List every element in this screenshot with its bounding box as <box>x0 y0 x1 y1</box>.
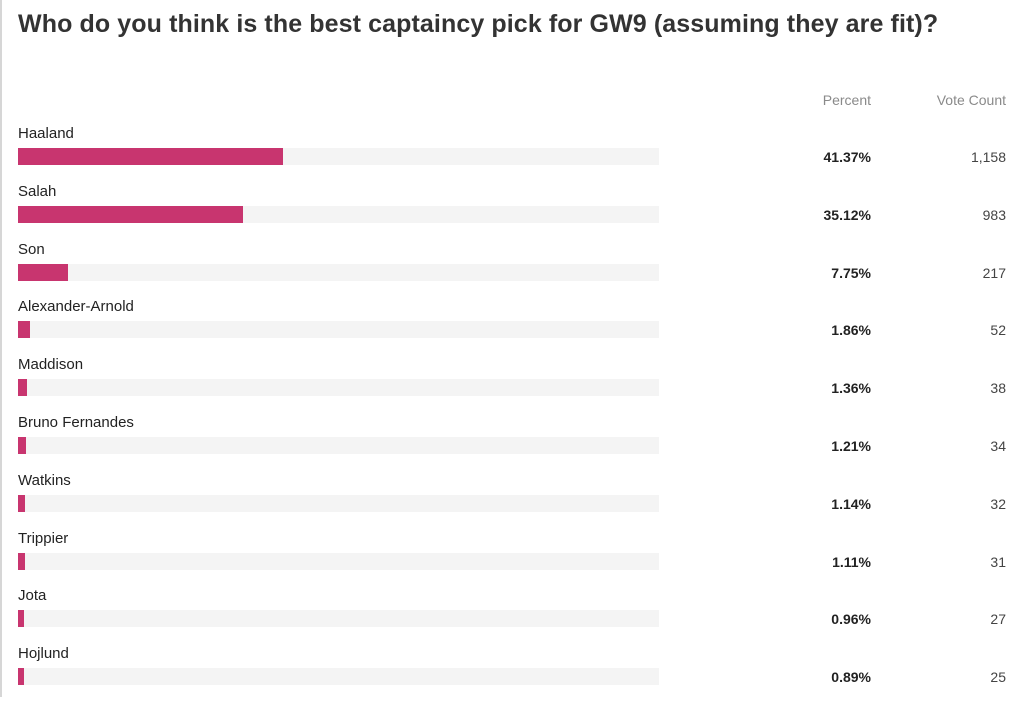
option-label: Maddison <box>18 356 84 373</box>
option-label: Bruno Fernandes <box>18 414 134 431</box>
vote-count-value: 983 <box>982 207 1006 223</box>
percent-value: 7.75% <box>831 265 871 281</box>
poll-option-row: Alexander-Arnold 1.86% 52 <box>0 298 1024 356</box>
option-label: Watkins <box>18 472 71 489</box>
vote-count-value: 1,158 <box>970 149 1006 165</box>
vote-count-value: 38 <box>990 380 1006 396</box>
vote-count-column-header: Vote Count <box>936 92 1006 108</box>
option-label: Son <box>18 241 45 258</box>
bar-track <box>18 553 659 570</box>
bar-track <box>18 379 659 396</box>
bar <box>18 321 30 338</box>
option-label: Haaland <box>18 125 74 142</box>
vote-count-value: 27 <box>990 611 1006 627</box>
vote-count-value: 31 <box>990 554 1006 570</box>
bar-track <box>18 264 659 281</box>
bar <box>18 495 25 512</box>
vote-count-value: 34 <box>990 438 1006 454</box>
bar-track <box>18 668 659 685</box>
percent-value: 1.86% <box>831 322 871 338</box>
bar-track <box>18 148 659 165</box>
bar-track <box>18 495 659 512</box>
poll-option-row: Son 7.75% 217 <box>0 241 1024 299</box>
bar <box>18 553 25 570</box>
percent-value: 1.36% <box>831 380 871 396</box>
percent-value: 1.21% <box>831 438 871 454</box>
vote-count-value: 52 <box>990 322 1006 338</box>
poll-option-row: Watkins 1.14% 32 <box>0 472 1024 530</box>
poll-option-row: Maddison 1.36% 38 <box>0 356 1024 414</box>
percent-value: 41.37% <box>823 149 871 165</box>
bar <box>18 379 27 396</box>
bar <box>18 206 243 223</box>
bar-track <box>18 610 659 627</box>
bar <box>18 610 24 627</box>
percent-value: 0.89% <box>831 669 871 685</box>
poll-option-row: Hojlund 0.89% 25 <box>0 645 1024 703</box>
percent-column-header: Percent <box>822 92 871 108</box>
bar-track <box>18 437 659 454</box>
vote-count-value: 25 <box>990 669 1006 685</box>
bar <box>18 437 26 454</box>
vote-count-value: 32 <box>990 496 1006 512</box>
bar <box>18 264 68 281</box>
option-label: Alexander-Arnold <box>18 298 134 315</box>
percent-value: 0.96% <box>831 611 871 627</box>
percent-value: 1.14% <box>831 496 871 512</box>
percent-value: 1.11% <box>832 554 871 570</box>
poll-option-row: Bruno Fernandes 1.21% 34 <box>0 414 1024 472</box>
percent-value: 35.12% <box>823 207 871 223</box>
poll-option-row: Jota 0.96% 27 <box>0 587 1024 645</box>
vote-count-value: 217 <box>982 265 1006 281</box>
option-label: Hojlund <box>18 645 69 662</box>
poll-option-row: Salah 35.12% 983 <box>0 183 1024 241</box>
poll-option-row: Haaland 41.37% 1,158 <box>0 125 1024 183</box>
option-label: Salah <box>18 183 57 200</box>
bar <box>18 668 24 685</box>
frame-border <box>0 0 2 697</box>
poll-title: Who do you think is the best captaincy p… <box>18 10 939 38</box>
poll-option-row: Trippier 1.11% 31 <box>0 530 1024 588</box>
bar <box>18 148 283 165</box>
bar-track <box>18 321 659 338</box>
option-label: Jota <box>18 587 47 604</box>
bar-track <box>18 206 659 223</box>
option-label: Trippier <box>18 530 69 547</box>
